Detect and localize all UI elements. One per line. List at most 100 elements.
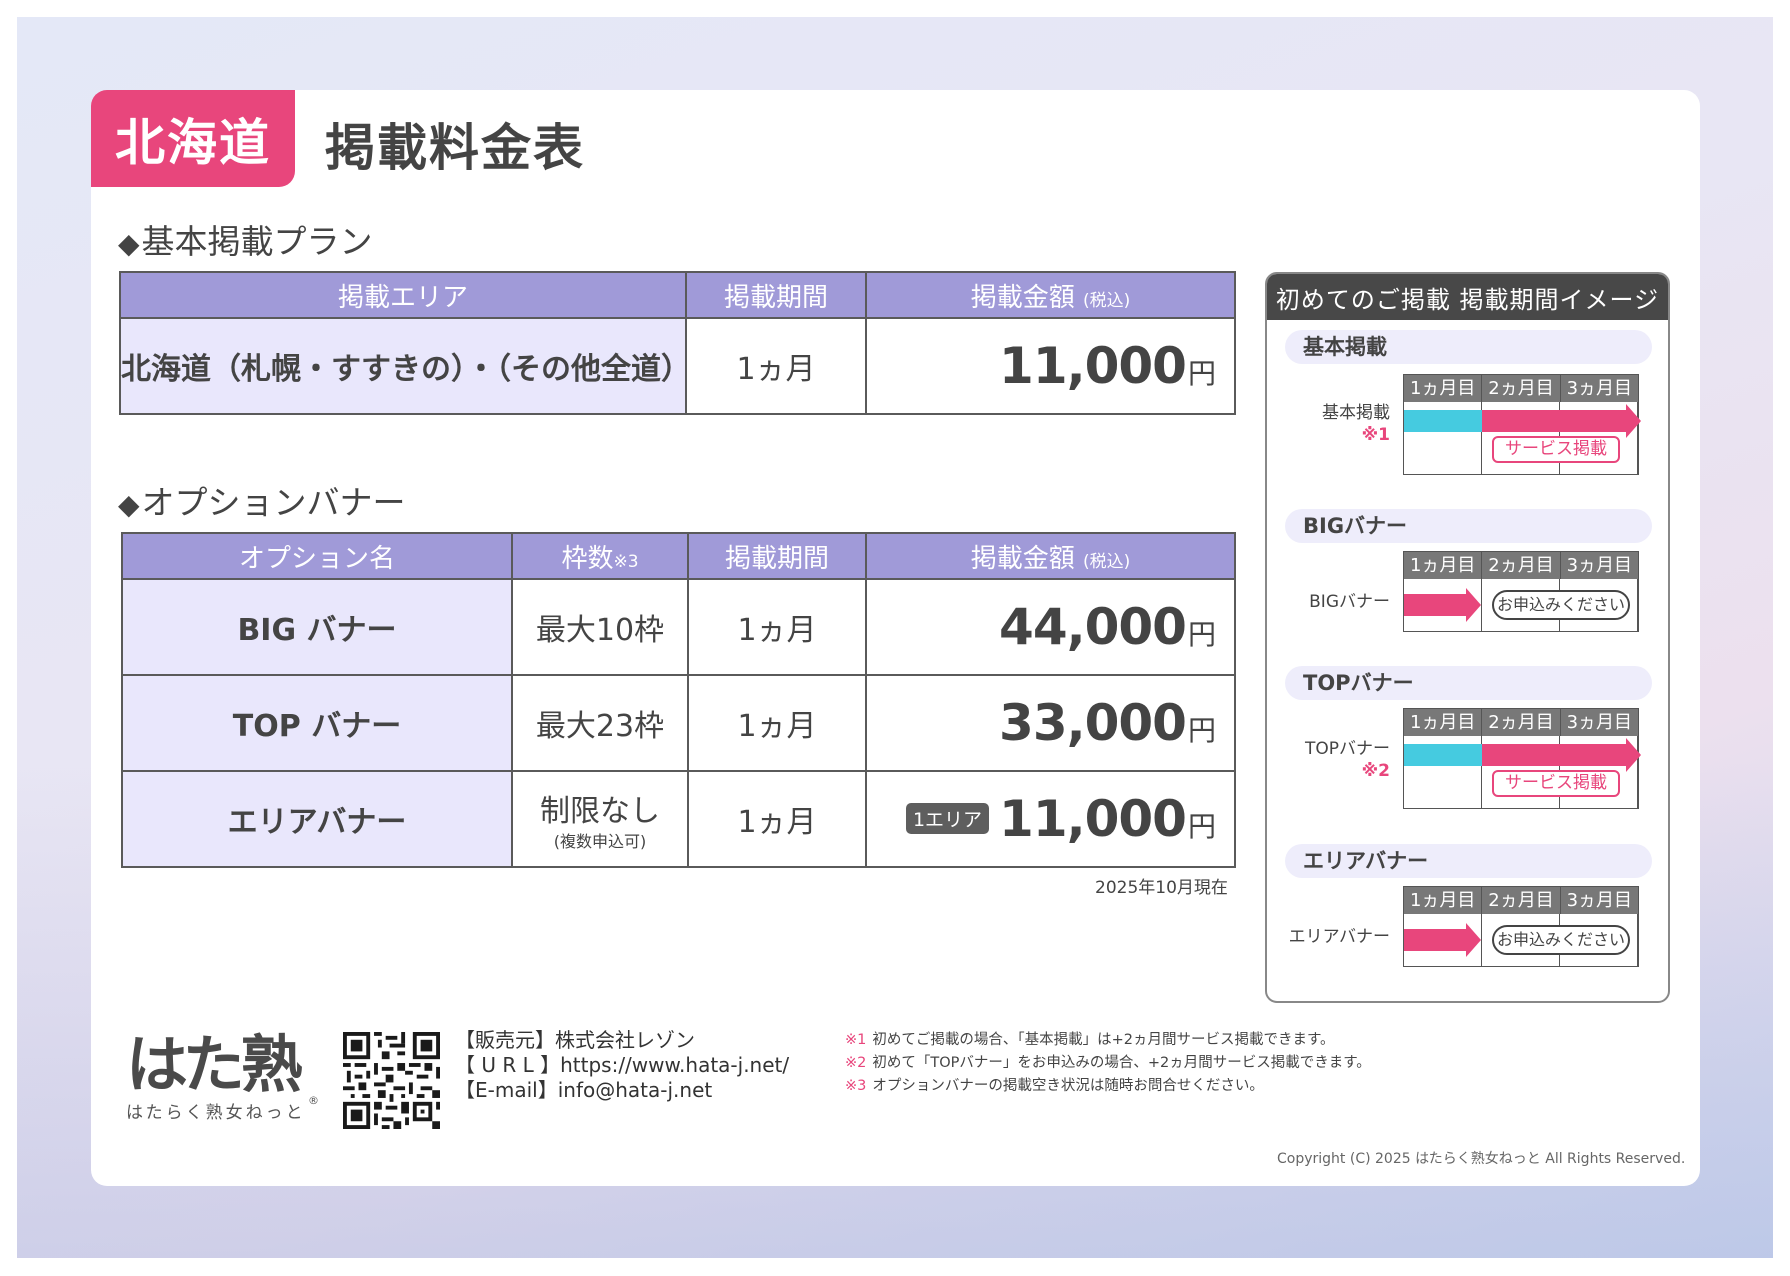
period-cell: 1ヵ月 xyxy=(687,674,867,772)
timeline-section-heading: エリアバナー xyxy=(1285,844,1652,878)
col-amount-label: 掲載金額 xyxy=(970,282,1075,313)
month-grid: 1ヵ月目 2ヵ月目 3ヵ月目 お申込みください xyxy=(1403,886,1639,967)
col-period: 掲載期間 xyxy=(687,532,867,580)
apply-tag: お申込みください xyxy=(1492,925,1630,955)
slots-value: 制限なし xyxy=(540,794,660,829)
service-period-bar xyxy=(1482,410,1627,432)
service-tag: サービス掲載 xyxy=(1492,436,1620,463)
table-row: TOP バナー 最大23枠 1ヵ月 33,000円 xyxy=(121,674,1236,772)
timeline-row-label: 基本掲載 ※1 xyxy=(1322,402,1390,446)
option-name-cell: TOP バナー xyxy=(121,674,513,772)
grid-col xyxy=(1404,914,1482,966)
yen-unit: 円 xyxy=(1187,810,1216,843)
email-link[interactable]: info@hata-j.net xyxy=(557,1078,713,1102)
timeline-section-area: エリアバナー エリアバナー 1ヵ月目 2ヵ月目 3ヵ月目 お申込みください xyxy=(1267,844,1668,998)
url-line: 【 U R L 】https://www.hata-j.net/ xyxy=(455,1053,789,1078)
footnote-mark: ※1 xyxy=(1361,425,1390,445)
period-cell: 1ヵ月 xyxy=(687,578,867,676)
footnote-text: 初めて「TOPバナー」をお申込みの場合、+2ヵ月間サービス掲載できます。 xyxy=(872,1055,1371,1071)
paid-period-bar xyxy=(1404,410,1482,432)
basic-plan-table: 掲載エリア 掲載期間 掲載金額 (税込) 北海道（札幌・すすきの）・（その他全道… xyxy=(119,271,1236,415)
month-2: 2ヵ月目 xyxy=(1482,709,1561,736)
arrow-head-icon xyxy=(1626,738,1641,772)
month-grid-body: サービス掲載 xyxy=(1404,402,1641,474)
contact-label: 【販売元】 xyxy=(455,1028,555,1052)
col-amount-label: 掲載金額 xyxy=(970,543,1075,574)
diamond-icon: ◆ xyxy=(118,227,140,260)
month-3: 3ヵ月目 xyxy=(1566,712,1633,733)
basic-plan-heading-text: 基本掲載プラン xyxy=(141,222,373,261)
month-1: 1ヵ月目 xyxy=(1404,375,1483,402)
yen-unit: 円 xyxy=(1187,357,1216,390)
month-grid-header: 1ヵ月目 2ヵ月目 3ヵ月目 xyxy=(1404,709,1638,736)
per-area-badge: 1エリア xyxy=(905,803,990,834)
option-name-cell: エリアバナー xyxy=(121,770,513,868)
amount-cell: 33,000円 xyxy=(865,674,1236,772)
timeline-section-heading: 基本掲載 xyxy=(1285,330,1652,364)
col-amount: 掲載金額 (税込) xyxy=(865,271,1236,319)
timeline-row: TOPバナー ※2 1ヵ月目 2ヵ月目 3ヵ月目 サービス掲載 xyxy=(1267,700,1668,820)
timeline-section-top: TOPバナー TOPバナー ※2 1ヵ月目 2ヵ月目 3ヵ月目 サービス掲載 xyxy=(1267,666,1668,820)
qr-code-icon[interactable] xyxy=(343,1032,440,1129)
month-2: 2ヵ月目 xyxy=(1482,375,1561,402)
month-grid: 1ヵ月目 2ヵ月目 3ヵ月目 お申込みください xyxy=(1403,551,1639,632)
amount-value: 44,000 xyxy=(999,598,1187,656)
seller-name: 株式会社レゾン xyxy=(555,1028,695,1052)
row-label-text: 基本掲載 xyxy=(1322,403,1390,423)
option-banner-table: オプション名 枠数※3 掲載期間 掲載金額 (税込) BIG バナー 最大10枠… xyxy=(121,532,1236,868)
grid-col xyxy=(1404,736,1482,808)
timeline-row: エリアバナー 1ヵ月目 2ヵ月目 3ヵ月目 お申込みください xyxy=(1267,878,1668,998)
arrow-head-icon xyxy=(1626,404,1641,438)
qr-code-graphic xyxy=(343,1032,440,1129)
month-3: 3ヵ月目 xyxy=(1566,555,1633,576)
month-grid-header: 1ヵ月目 2ヵ月目 3ヵ月目 xyxy=(1404,552,1638,579)
apply-tag: お申込みください xyxy=(1492,590,1630,620)
timeline-row-label: TOPバナー ※2 xyxy=(1305,738,1390,782)
logo-text: はた熟 xyxy=(126,1028,303,1101)
diamond-icon: ◆ xyxy=(118,488,140,521)
month-grid-header: 1ヵ月目 2ヵ月目 3ヵ月目 xyxy=(1404,375,1638,402)
grid-col xyxy=(1560,402,1638,474)
service-tag: サービス掲載 xyxy=(1492,770,1620,797)
timeline-row: BIGバナー 1ヵ月目 2ヵ月目 3ヵ月目 お申込みください xyxy=(1267,543,1668,663)
brand-logo: はた熟 はたらく熟女ねっと ® xyxy=(126,1028,319,1124)
area-cell: 北海道（札幌・すすきの）・（その他全道） xyxy=(119,317,691,415)
amount-cell: 11,000円 xyxy=(865,317,1236,415)
month-grid-body: お申込みください xyxy=(1404,914,1638,966)
page-title: 掲載料金表 xyxy=(325,119,585,177)
row-label-text: TOPバナー xyxy=(1304,739,1390,759)
contact-label: 【 U R L 】 xyxy=(455,1053,561,1077)
grid-col xyxy=(1404,402,1482,474)
footnote-1: ※1 初めてご掲載の場合、「基本掲載」は+2ヵ月間サービス掲載できます。 xyxy=(845,1029,1371,1052)
amount-value: 33,000 xyxy=(999,694,1187,752)
option-banner-heading-text: オプションバナー xyxy=(141,483,406,522)
slots-cell: 最大23枠 xyxy=(511,674,689,772)
paid-period-bar xyxy=(1404,594,1466,616)
footnote-mark: ※1 xyxy=(845,1032,867,1048)
month-2: 2ヵ月目 xyxy=(1482,887,1561,914)
col-slots: 枠数※3 xyxy=(511,532,689,580)
col-slots-note: ※3 xyxy=(613,551,639,572)
table-row: BIG バナー 最大10枠 1ヵ月 44,000円 xyxy=(121,578,1236,676)
month-grid-body: サービス掲載 xyxy=(1404,736,1641,808)
footnote-mark: ※2 xyxy=(845,1055,867,1071)
website-link[interactable]: https://www.hata-j.net/ xyxy=(560,1053,790,1077)
tax-included-note: (税込) xyxy=(1083,290,1131,311)
timeline-section-heading: TOPバナー xyxy=(1285,666,1652,700)
as-of-date: 2025年10月現在 xyxy=(1095,878,1228,898)
email-line: 【E-mail】info@hata-j.net xyxy=(455,1078,789,1103)
timeline-section-basic: 基本掲載 基本掲載 ※1 1ヵ月目 2ヵ月目 3ヵ月目 サービス掲載 xyxy=(1267,330,1668,484)
logo-subtitle: はたらく熟女ねっと xyxy=(126,1103,306,1123)
option-name-cell: BIG バナー xyxy=(121,578,513,676)
arrow-head-icon xyxy=(1466,588,1481,622)
col-area: 掲載エリア xyxy=(119,271,687,319)
timeline-panel: 初めてのご掲載 掲載期間イメージ 基本掲載 基本掲載 ※1 1ヵ月目 2ヵ月目 3ヵ月… xyxy=(1265,272,1670,1003)
copyright: Copyright (C) 2025 はたらく熟女ねっと All Rights … xyxy=(1277,1151,1686,1167)
paid-period-bar xyxy=(1404,744,1482,766)
month-2: 2ヵ月目 xyxy=(1482,552,1561,579)
month-3: 3ヵ月目 xyxy=(1566,890,1633,911)
month-3: 3ヵ月目 xyxy=(1566,378,1633,399)
col-slots-label: 枠数 xyxy=(561,543,614,574)
grid-col xyxy=(1404,579,1482,631)
slots-cell: 最大10枠 xyxy=(511,578,689,676)
